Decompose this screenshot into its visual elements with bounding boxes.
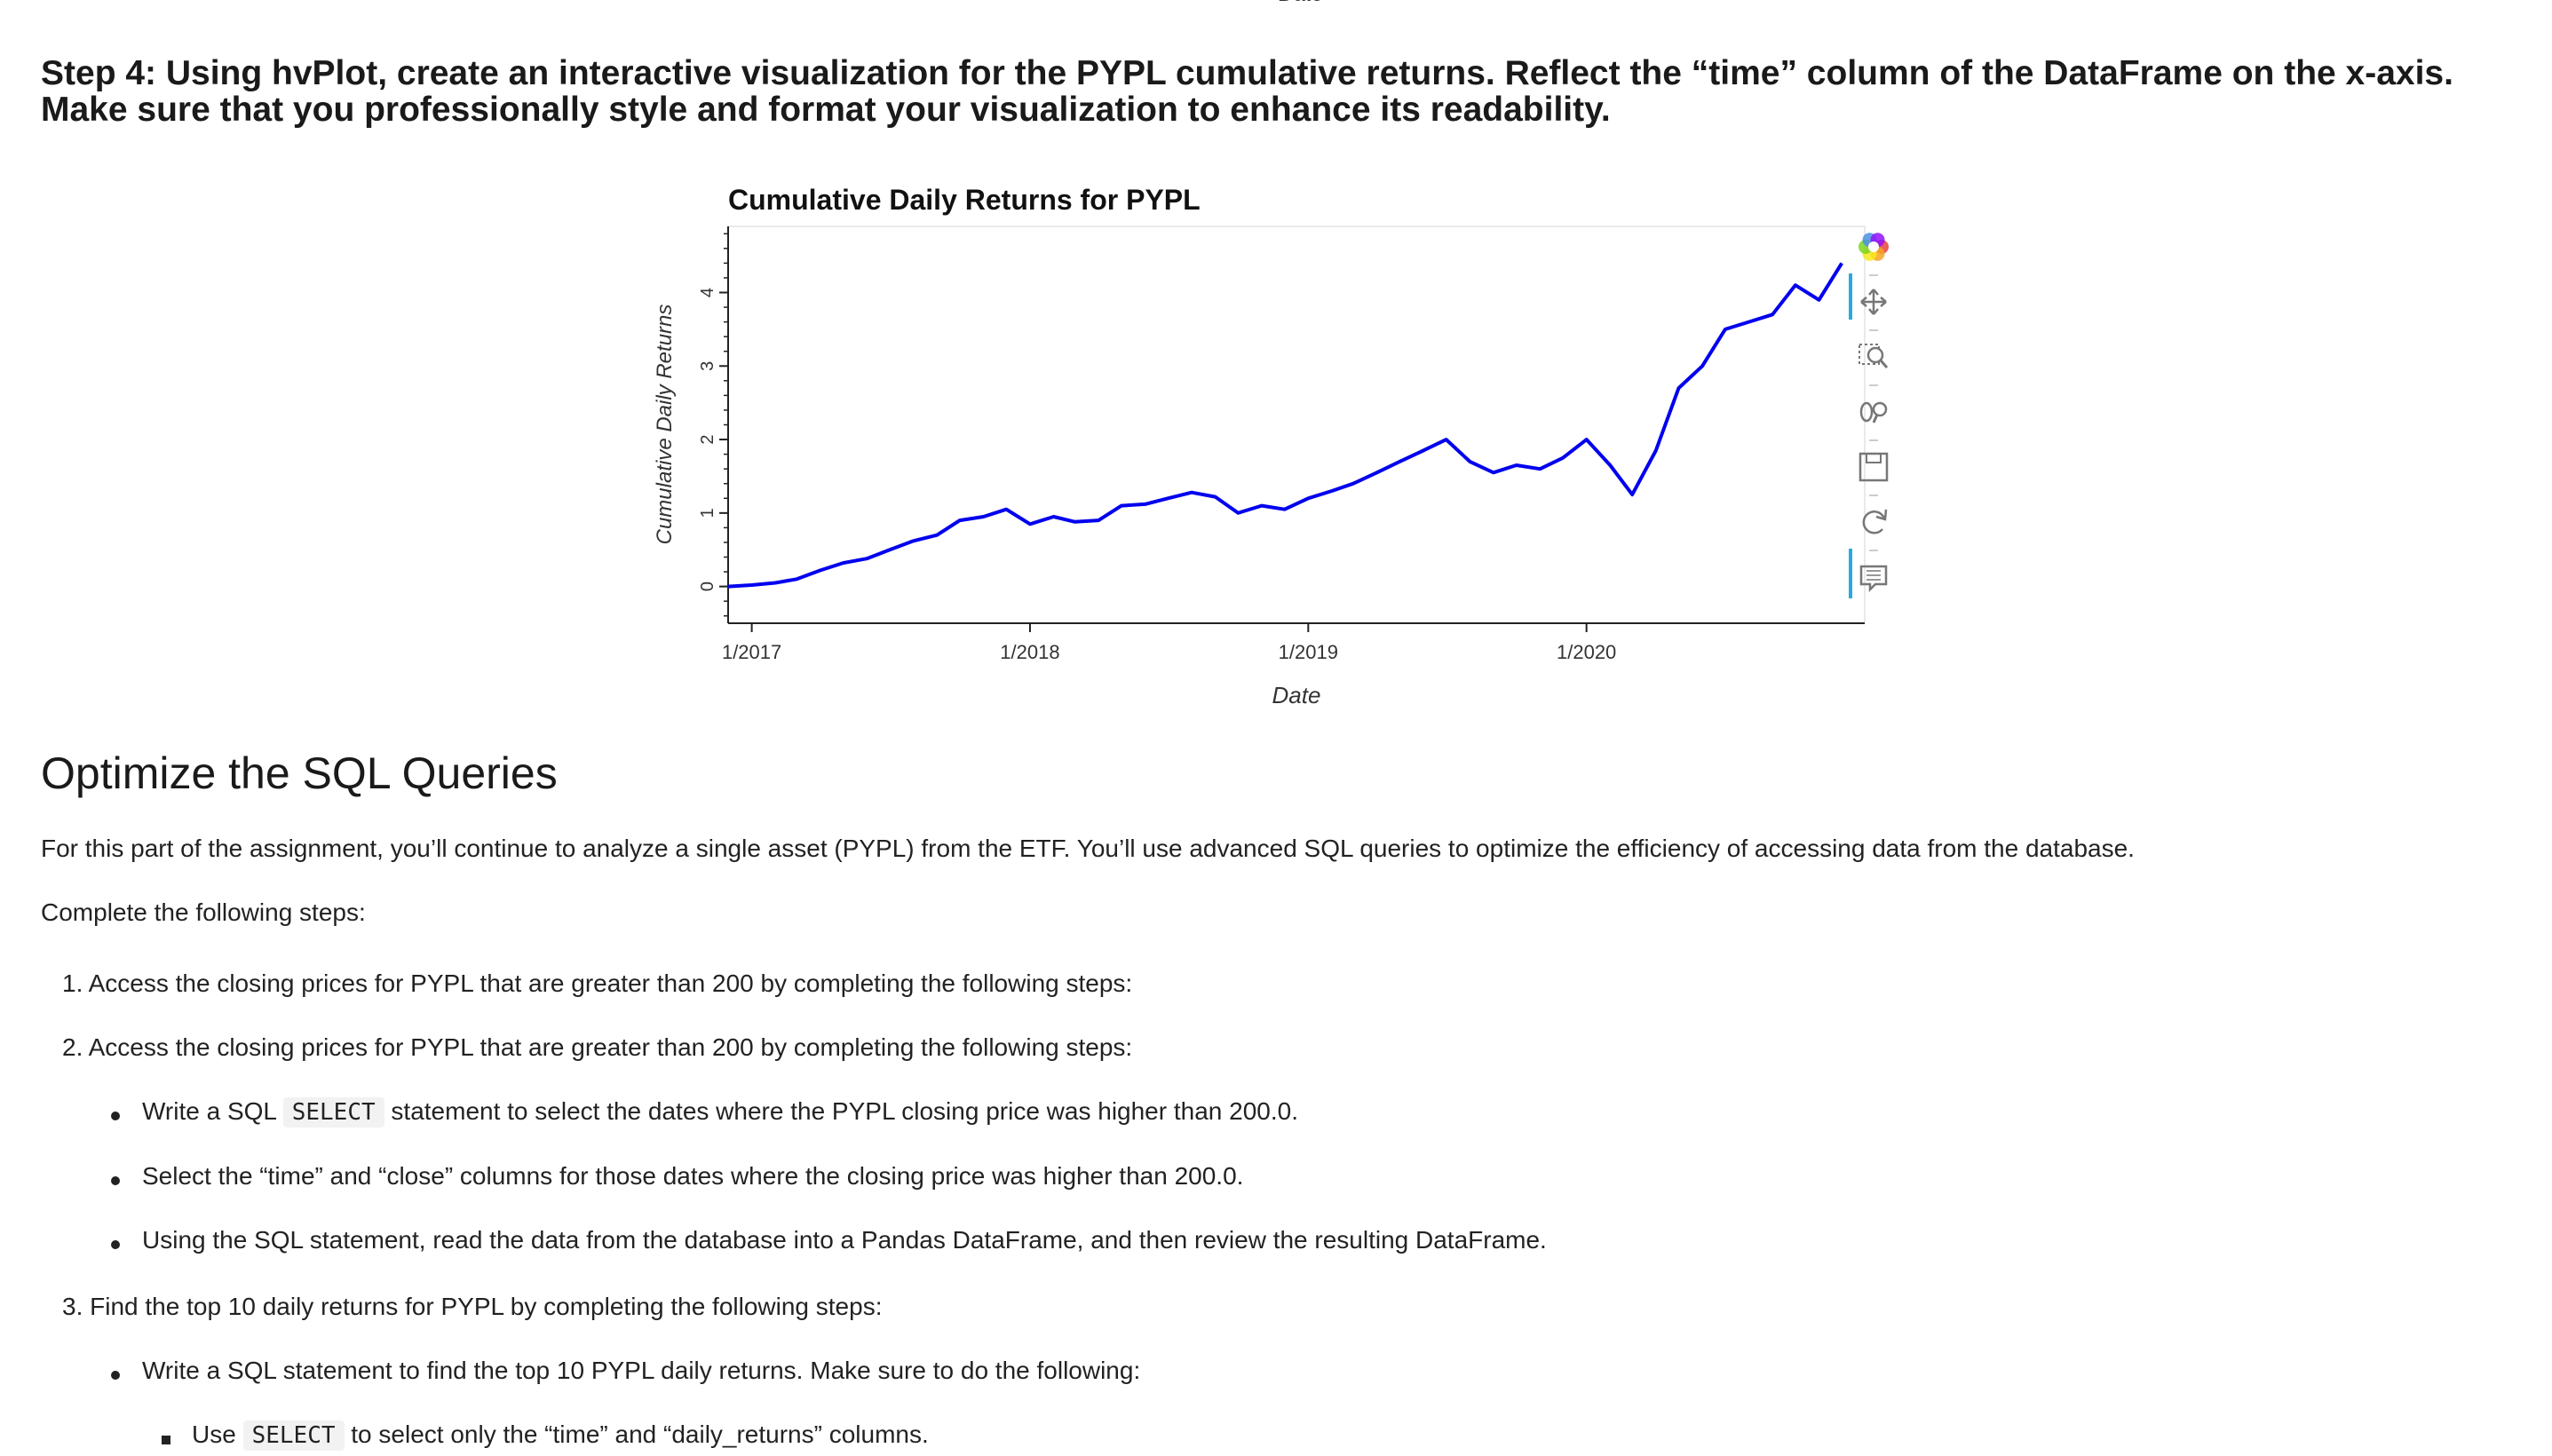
- item-number: 1.: [62, 969, 83, 997]
- series-layer: [727, 262, 1843, 589]
- x-axis-label: Date: [1272, 682, 1321, 708]
- list-item: Write a SQL SELECT statement to select t…: [142, 1097, 1298, 1128]
- item-number: 3.: [62, 1293, 83, 1320]
- active-hover-indicator: [1849, 549, 1852, 598]
- plot-frame: [727, 226, 1866, 624]
- item-text: Use: [192, 1420, 243, 1448]
- cumulative-returns-chart[interactable]: Cumulative Daily Returns for PYPL 1/2017…: [639, 178, 1900, 719]
- box-zoom-icon[interactable]: [1859, 344, 1889, 368]
- bullet-icon: [111, 1371, 120, 1380]
- y-tick-label: 2: [698, 434, 717, 444]
- x-tick-label: 1/2019: [1279, 641, 1338, 663]
- y-tick-label: 4: [698, 288, 717, 297]
- item-number: 2.: [62, 1033, 83, 1061]
- list-item: 3. Find the top 10 daily returns for PYP…: [62, 1293, 882, 1321]
- wheel-zoom-icon[interactable]: [1859, 401, 1888, 423]
- x-tick-label: 1/2018: [1000, 641, 1059, 663]
- code-select: SELECT: [282, 1097, 384, 1128]
- bullet-icon: [111, 1112, 120, 1120]
- pan-icon[interactable]: [1860, 289, 1887, 315]
- item-text: Find the top 10 daily returns for PYPL b…: [90, 1293, 883, 1320]
- bokeh-logo-icon[interactable]: [1859, 233, 1889, 261]
- complete-steps-label: Complete the following steps:: [41, 898, 366, 926]
- hover-icon[interactable]: [1859, 565, 1888, 593]
- code-select: SELECT: [242, 1420, 345, 1451]
- chart-svg[interactable]: Cumulative Daily Returns for PYPL 1/2017…: [639, 178, 1900, 719]
- series-line: [727, 262, 1843, 589]
- list-item: Write a SQL statement to find the top 10…: [142, 1357, 1141, 1384]
- axes: 1/2017 1/2018 1/2019 1/2020 0 1 2 3 4: [698, 226, 1865, 663]
- y-tick-label: 0: [698, 582, 717, 591]
- list-item: Use SELECT to select only the “time” and…: [192, 1420, 929, 1451]
- list-item: Using the SQL statement, read the data f…: [142, 1226, 1547, 1254]
- item-text: Write a SQL: [142, 1097, 283, 1125]
- list-item: 1. Access the closing prices for PYPL th…: [62, 969, 1132, 998]
- item-text: Access the closing prices for PYPL that …: [88, 1033, 1133, 1061]
- cut-off-axis-label: Date: [1279, 0, 1324, 7]
- step4-heading: Step 4: Using hvPlot, create an interact…: [41, 54, 2453, 129]
- bullet-icon: [111, 1240, 120, 1249]
- list-item: 2. Access the closing prices for PYPL th…: [62, 1033, 1132, 1062]
- save-icon[interactable]: [1859, 452, 1889, 482]
- intro-paragraph: For this part of the assignment, you’ll …: [41, 835, 2135, 862]
- active-pan-indicator: [1849, 273, 1852, 320]
- y-tick-label: 1: [698, 508, 717, 518]
- item-text: to select only the “time” and “daily_ret…: [344, 1420, 929, 1448]
- item-text: Access the closing prices for PYPL that …: [88, 969, 1133, 997]
- chart-title: Cumulative Daily Returns for PYPL: [728, 184, 1201, 216]
- item-text: statement to select the dates where the …: [384, 1097, 1298, 1125]
- y-axis-label: Cumulative Daily Returns: [653, 305, 677, 545]
- reset-icon[interactable]: [1862, 509, 1888, 534]
- list-item: Select the “time” and “close” columns fo…: [142, 1162, 1244, 1190]
- bullet-icon: [111, 1176, 120, 1185]
- section-title: Optimize the SQL Queries: [41, 748, 558, 798]
- plot-toolbar[interactable]: [1849, 233, 1889, 598]
- x-tick-label: 1/2020: [1557, 641, 1616, 663]
- x-tick-label: 1/2017: [722, 641, 781, 663]
- square-bullet-icon: [162, 1436, 170, 1444]
- y-tick-label: 3: [698, 361, 717, 371]
